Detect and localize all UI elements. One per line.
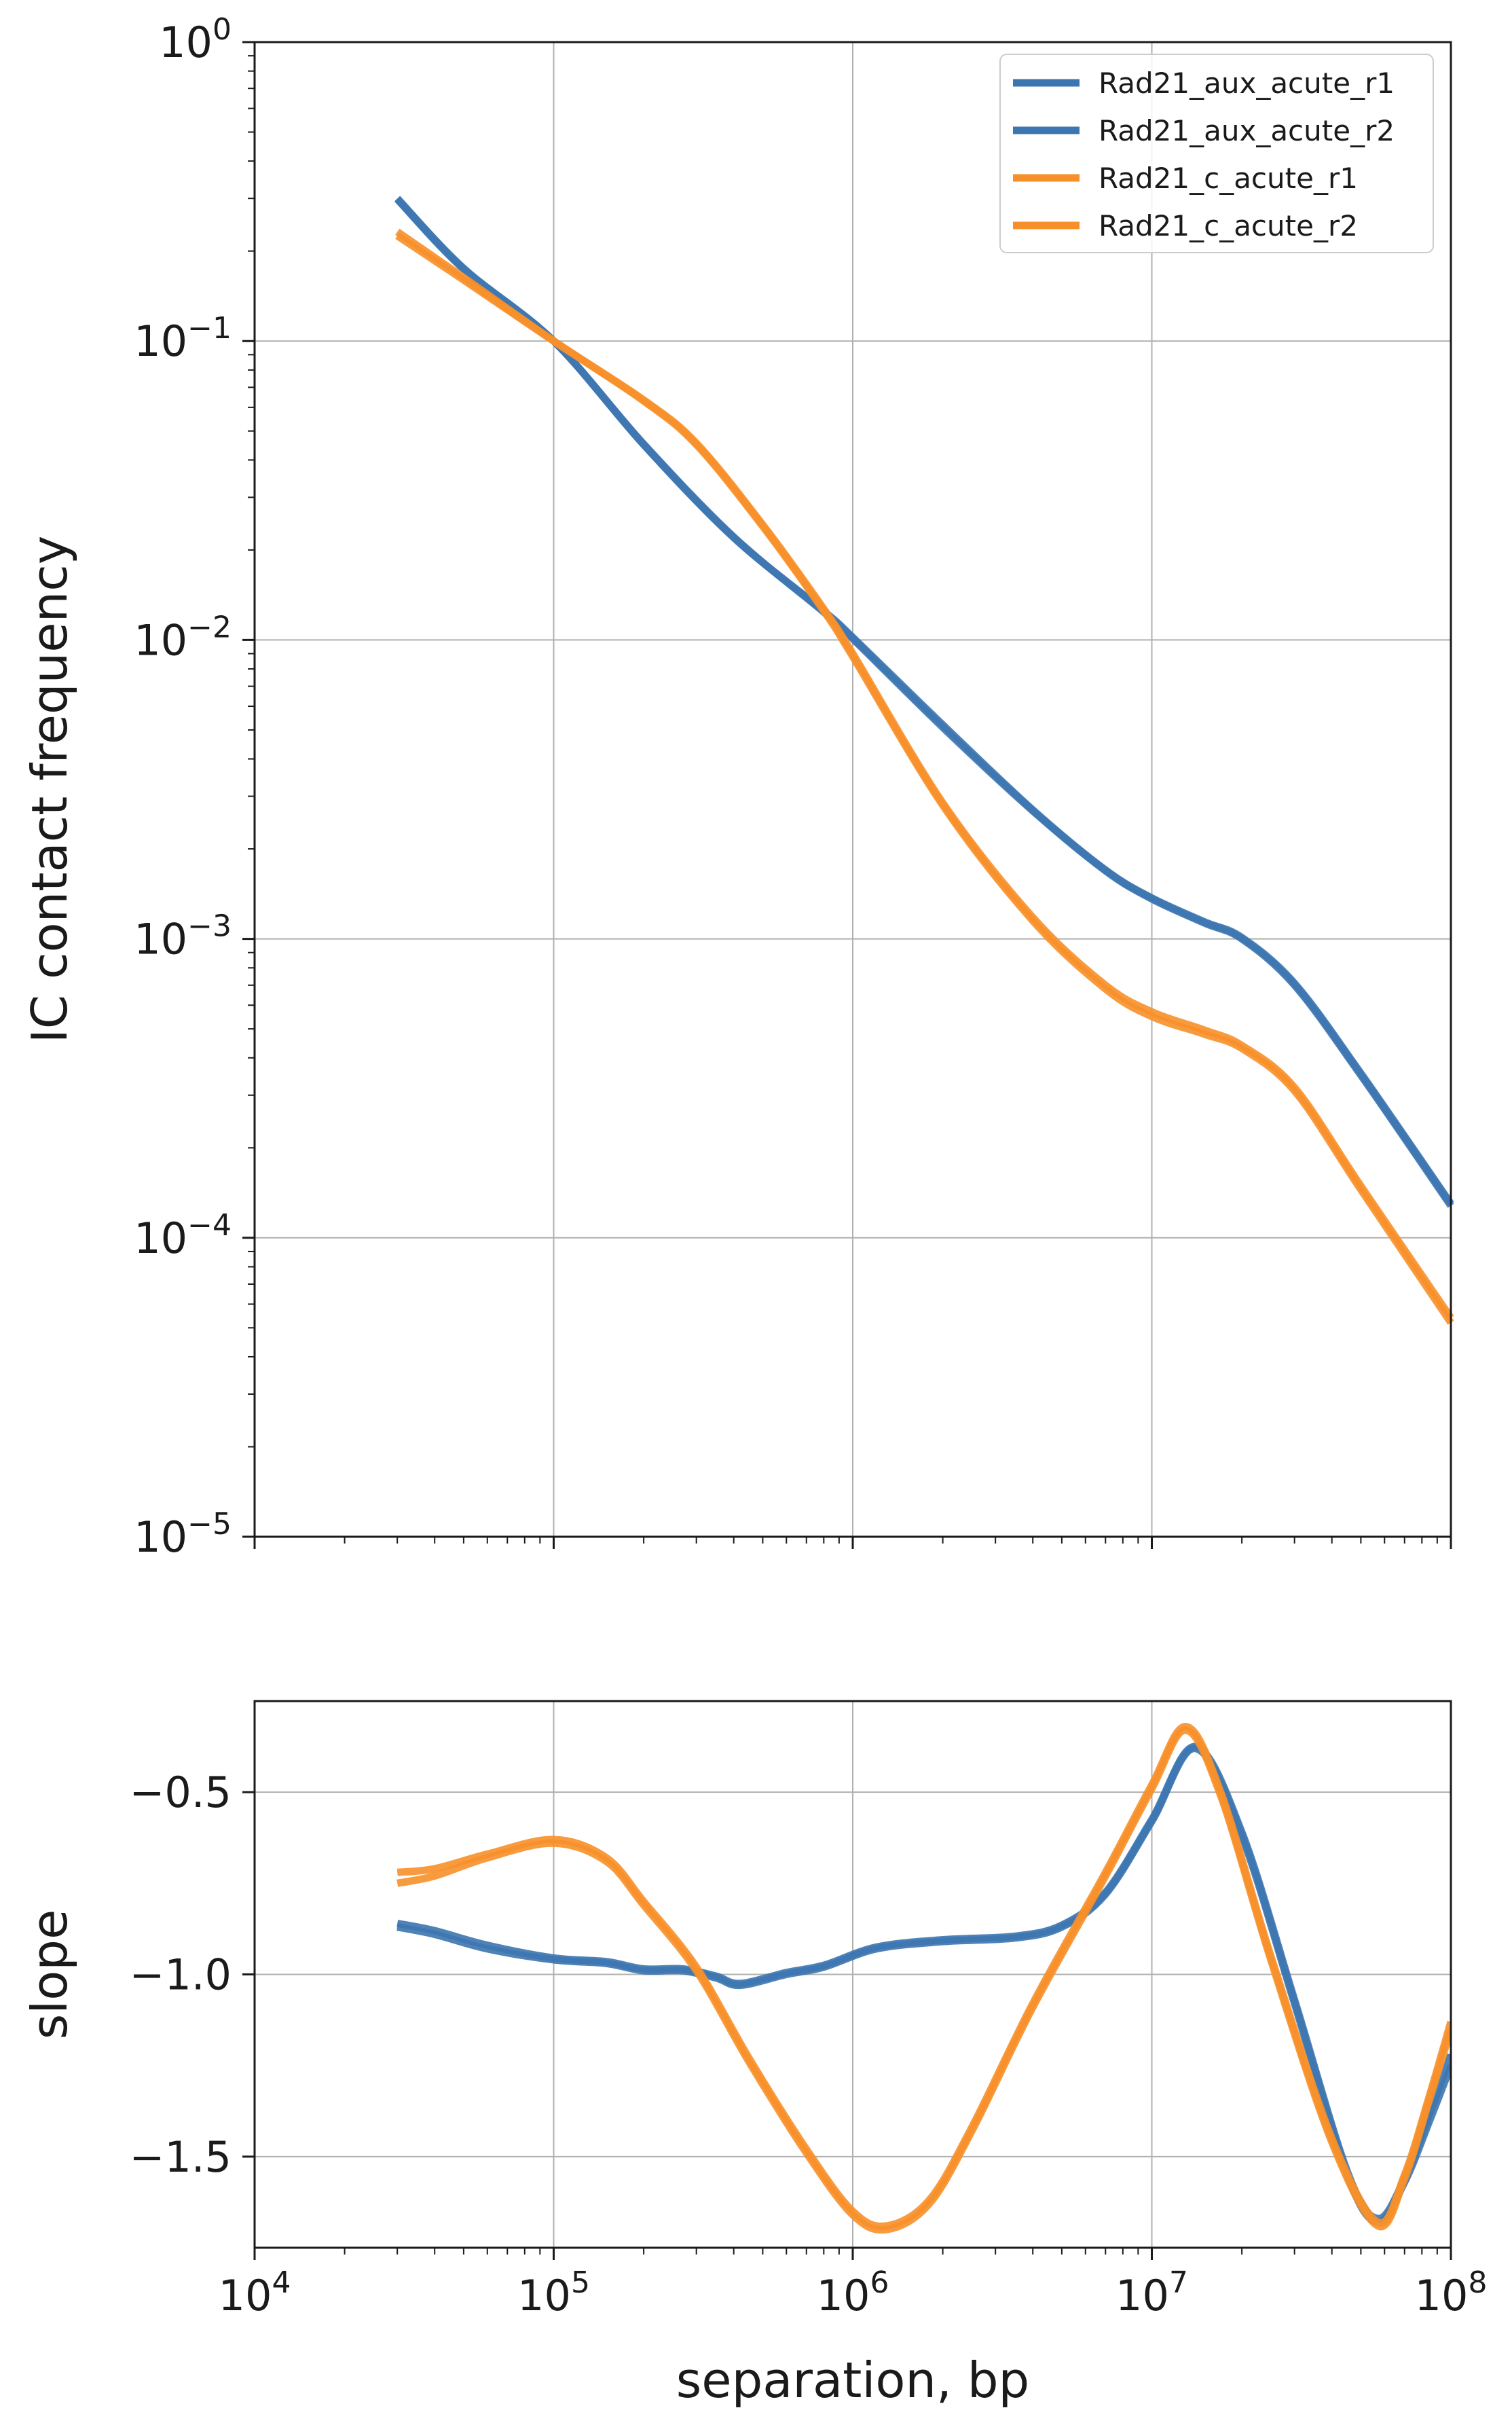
bottom-x-tick-label: 106 [817, 2265, 889, 2320]
legend: Rad21_aux_acute_r1 Rad21_aux_acute_r2 Rad2… [999, 54, 1434, 253]
top-y-tick-label: 10−5 [134, 1507, 232, 1562]
bottom-x-tick-label: 104 [219, 2265, 291, 2320]
bottom-x-tick-label: 107 [1115, 2265, 1188, 2320]
legend-box [999, 54, 1434, 253]
bottom-x-tick-label: 105 [517, 2265, 590, 2320]
bottom-y-axis-label: slope [21, 1910, 78, 2040]
bottom-ticks: 104 105 106 107 108 −1.5 −1.0 −0.5 [129, 1768, 1487, 2320]
top-y-tick-label: 10−2 [134, 610, 232, 665]
top-y-tick-label: 10−4 [134, 1208, 232, 1263]
top-y-tick-label: 10−1 [134, 311, 232, 366]
top-series [394, 196, 1454, 1325]
bottom-series-line-4 [397, 1726, 1451, 2234]
top-series-line-4 [395, 228, 1454, 1320]
top-y-tick-label: 100 [159, 12, 232, 67]
top-ticks: 10−5 10−4 10−3 10−2 10−1 100 [134, 12, 1452, 1562]
x-axis-label: separation, bp [676, 2352, 1029, 2409]
top-y-axis-label: IC contact frequency [21, 536, 78, 1044]
top-y-tick-label: 10−3 [134, 909, 232, 964]
legend-entry-4: Rad21_c_acute_r2 [1099, 209, 1358, 242]
slope-panel: 104 105 106 107 108 −1.5 −1.0 −0.5 slope separa… [21, 1700, 1487, 2409]
legend-entry-2: Rad21_aux_acute_r2 [1099, 114, 1395, 147]
bottom-y-tick-label: −1.5 [129, 2132, 232, 2182]
legend-entry-3: Rad21_c_acute_r1 [1099, 162, 1358, 195]
bottom-y-tick-label: −1.0 [129, 1950, 232, 2000]
bottom-series [397, 1723, 1451, 2234]
top-series-line-2 [394, 196, 1454, 1208]
legend-entry-1: Rad21_aux_acute_r1 [1099, 67, 1395, 100]
bottom-y-tick-label: −0.5 [129, 1768, 232, 1817]
bottom-x-tick-label: 108 [1415, 2265, 1488, 2320]
contact-frequency-panel: 10−5 10−4 10−3 10−2 10−1 100 IC contact frequ… [21, 12, 1454, 1562]
